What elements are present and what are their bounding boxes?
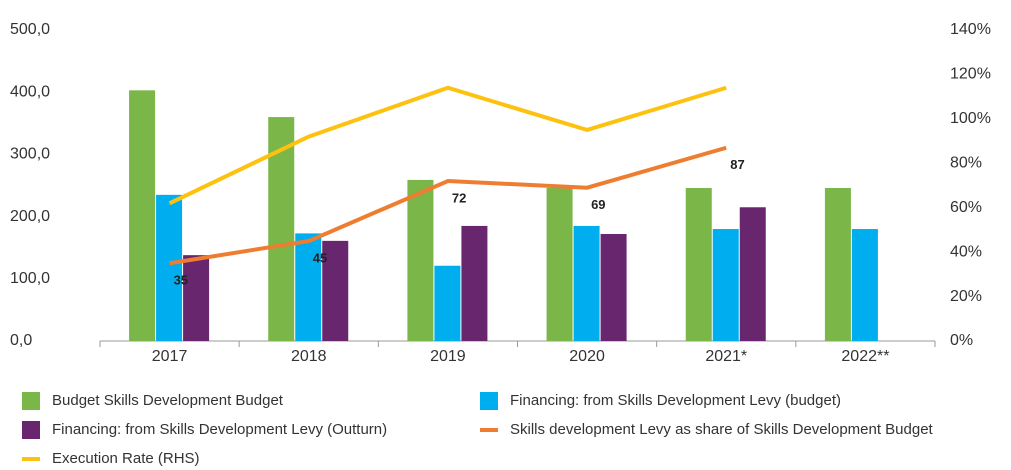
legend-label: Budget Skills Development Budget [52,392,284,409]
y-tick-label: 500,0 [10,21,50,38]
x-tick-label: 2020 [569,348,605,365]
y2-tick-label: 0% [950,332,973,349]
x-tick-label: 2017 [152,348,188,365]
bar [600,234,627,341]
data-label: 69 [591,197,605,212]
y2-tick-label: 140% [950,21,991,38]
data-label: 87 [730,157,744,172]
x-tick-label: 2019 [430,348,466,365]
bar [129,90,156,341]
y-tick-label: 300,0 [10,146,50,163]
legend-swatch [22,392,40,410]
bar [824,187,851,341]
y2-tick-label: 40% [950,243,982,260]
bar [685,187,712,341]
line [169,145,727,266]
bar [851,229,878,341]
legend-swatch [480,428,498,432]
bar [183,255,210,341]
y2-tick-label: 100% [950,110,991,127]
bar [712,229,739,341]
bar [461,225,488,341]
y-tick-label: 200,0 [10,208,50,225]
y2-tick-label: 20% [950,288,982,305]
legend-swatch [480,392,498,410]
legend-label: Execution Rate (RHS) [52,450,200,467]
legend-label: Financing: from Skills Development Levy … [510,392,841,409]
y2-tick-label: 120% [950,66,991,83]
bar [546,187,573,341]
data-label: 35 [174,273,188,288]
bar [156,194,183,341]
y2-tick-label: 80% [950,155,982,172]
data-label: 72 [452,190,466,205]
y-tick-label: 400,0 [10,83,50,100]
x-tick-label: 2022** [841,348,889,365]
data-label: 45 [313,250,327,265]
bar [434,265,461,341]
y-tick-label: 0,0 [10,332,32,349]
x-tick-label: 2021* [705,348,747,365]
x-tick-label: 2018 [291,348,327,365]
legend-swatch [22,457,40,461]
legend-swatch [22,421,40,439]
bar [573,225,600,341]
line [168,85,727,206]
bar [295,233,322,341]
legend-label: Financing: from Skills Development Levy … [52,421,387,438]
bar [322,240,349,341]
bar [739,207,766,341]
y2-tick-label: 60% [950,199,982,216]
y-tick-label: 100,0 [10,270,50,287]
legend-label: Skills development Levy as share of Skil… [510,421,934,438]
bar [407,179,434,341]
